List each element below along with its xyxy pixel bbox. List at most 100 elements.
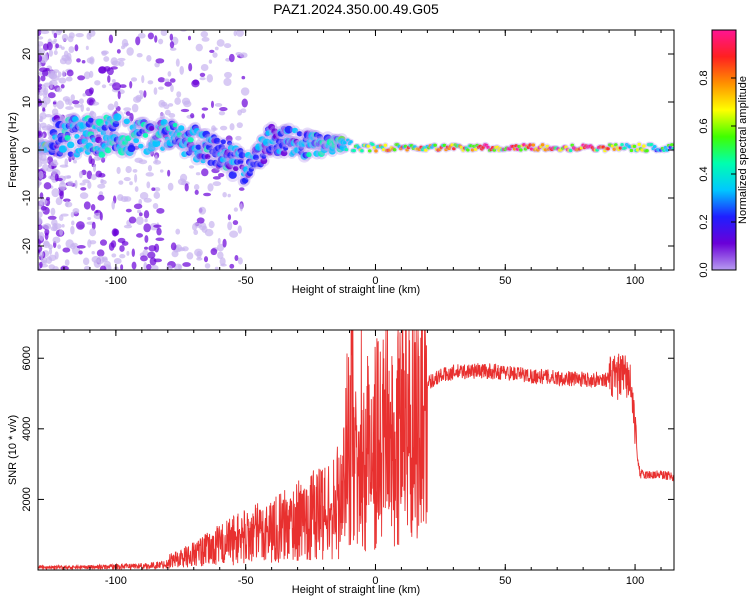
- spectrogram-noise-blob: [89, 56, 95, 65]
- spectrogram-ridge-blob: [670, 143, 674, 147]
- spectrogram-ridge-blob: [470, 148, 475, 152]
- spectrogram-noise-blob: [220, 125, 228, 131]
- spectrogram-ytick-label: -20: [21, 238, 33, 254]
- spectrogram-noise-blob: [38, 41, 44, 47]
- spectrogram-ridge-blob: [79, 121, 88, 130]
- spectrogram-noise-blob: [181, 246, 189, 252]
- spectrogram-noise-blob: [101, 157, 106, 163]
- spectrogram-noise-blob: [147, 80, 154, 85]
- spectrogram-noise-blob: [51, 219, 58, 227]
- spectrogram-noise-blob: [143, 197, 152, 203]
- spectrogram-ridge-blob: [442, 143, 447, 148]
- spectrogram-ridge-blob: [531, 143, 536, 147]
- spectrogram-ridge-blob: [53, 115, 60, 121]
- spectrogram-noise-blob: [136, 209, 142, 214]
- spectrogram-ridge-blob: [620, 143, 624, 147]
- spectrogram-noise-blob: [147, 251, 156, 259]
- spectrogram-noise-blob: [216, 243, 225, 252]
- spectrogram-ridge-blob: [96, 118, 105, 127]
- spectrogram-ridge-blob: [127, 145, 136, 153]
- spectrogram-noise-blob: [43, 182, 52, 190]
- spectrogram-ridge-blob: [663, 145, 668, 150]
- spectrogram-noise-blob: [111, 228, 119, 237]
- spectrogram-ridge-blob: [652, 144, 657, 149]
- spectrogram-noise-blob: [38, 36, 44, 40]
- spectrogram-ridge-blob: [645, 149, 649, 153]
- spectrogram-noise-blob: [121, 241, 129, 246]
- spectrogram-ridge-blob: [79, 147, 85, 152]
- spectrogram-ridge-blob: [238, 152, 246, 159]
- spectrogram-noise-blob: [78, 170, 83, 179]
- spectrogram-ridge-blob: [252, 154, 260, 161]
- spectrogram-noise-blob: [87, 181, 92, 189]
- spectrogram-noise-blob: [227, 214, 232, 221]
- spectrogram-noise-blob: [201, 168, 209, 177]
- spectrogram-ridge-blob: [381, 147, 386, 152]
- spectrogram-noise-blob: [88, 70, 94, 78]
- spectrogram-ridge-blob: [473, 147, 478, 151]
- spectrogram-noise-blob: [83, 265, 91, 270]
- spectrogram-noise-blob: [86, 107, 90, 112]
- spectrogram-noise-blob: [180, 108, 190, 113]
- spectrogram-noise-blob: [151, 265, 159, 270]
- spectrogram-noise-blob: [39, 115, 44, 123]
- snr-ytick-label: 6000: [21, 346, 33, 370]
- spectrogram-noise-blob: [41, 125, 50, 131]
- spectrogram-noise-blob: [152, 203, 159, 209]
- spectrogram-noise-blob: [146, 55, 152, 62]
- spectrogram-noise-blob: [158, 38, 164, 45]
- spectrogram-noise-blob: [130, 77, 138, 82]
- spectrogram-ytick-label: 20: [21, 48, 33, 60]
- spectrogram-noise-blob: [64, 56, 72, 65]
- spectrogram-noise-blob: [50, 226, 58, 232]
- snr-xtick-label: 0: [372, 575, 378, 587]
- spectrogram-noise-blob: [89, 110, 95, 115]
- spectrogram-noise-blob: [50, 161, 59, 167]
- colorbar-tick-label: 0.8: [698, 70, 710, 85]
- spectrogram-ridge-blob: [581, 143, 585, 147]
- spectrogram-noise-blob: [147, 164, 153, 172]
- spectrogram-noise-blob: [214, 266, 219, 270]
- spectrogram-noise-blob: [56, 87, 63, 93]
- spectrogram-noise-blob: [112, 82, 121, 91]
- spectrogram-noise-blob: [198, 206, 207, 215]
- spectrogram-ridge-blob: [211, 134, 217, 140]
- spectrogram-noise-blob: [38, 61, 42, 69]
- colorbar: 0.0 0.2 0.4 0.6 0.8 Normalized spectral ampl…: [698, 29, 749, 278]
- spectrogram-ridge-blob: [637, 142, 642, 146]
- spectrogram-ridge-blob: [187, 136, 194, 143]
- spectrogram-ridge-blob: [419, 145, 423, 149]
- spectrogram-noise-blob: [144, 218, 148, 223]
- spectrogram-noise-blob: [55, 197, 63, 206]
- spectrogram-noise-blob: [53, 50, 58, 56]
- spectrogram-ridge-blob: [628, 145, 632, 149]
- spectrogram-noise-blob: [167, 71, 172, 77]
- spectrogram-noise-blob: [73, 104, 82, 108]
- spectrogram-noise-blob: [193, 222, 200, 227]
- spectrogram-noise-blob: [60, 213, 69, 217]
- spectrogram-ridge-blob: [668, 145, 673, 150]
- spectrogram-noise-blob: [167, 182, 174, 191]
- spectrogram-noise-blob: [169, 33, 174, 41]
- snr-xtick-label: -100: [105, 575, 127, 587]
- spectrogram-noise-blob: [70, 211, 75, 218]
- spectrogram-ridge-blob: [543, 148, 548, 152]
- spectrogram-noise-blob: [103, 56, 110, 62]
- spectrogram-noise-blob: [48, 247, 53, 255]
- spectrogram-noise-blob: [66, 69, 74, 77]
- spectrogram-ridge-blob: [492, 148, 497, 152]
- spectrogram-noise-blob: [136, 233, 144, 238]
- spectrogram-ridge-blob: [522, 143, 526, 147]
- spectrogram-noise-blob: [137, 32, 146, 39]
- spectrogram-noise-blob: [70, 243, 76, 250]
- snr-xtick-label: 100: [626, 575, 644, 587]
- spectrogram-noise-blob: [194, 189, 199, 195]
- spectrogram-ridge-blob: [248, 167, 255, 172]
- spectrogram-noise-blob: [45, 113, 52, 118]
- spectrogram-noise-blob: [160, 30, 168, 37]
- spectrogram-noise-blob: [218, 111, 226, 116]
- spectrogram-ridge-blob: [519, 148, 523, 152]
- spectrogram-noise-blob: [233, 207, 239, 212]
- spectrogram-ridge-blob: [202, 130, 211, 138]
